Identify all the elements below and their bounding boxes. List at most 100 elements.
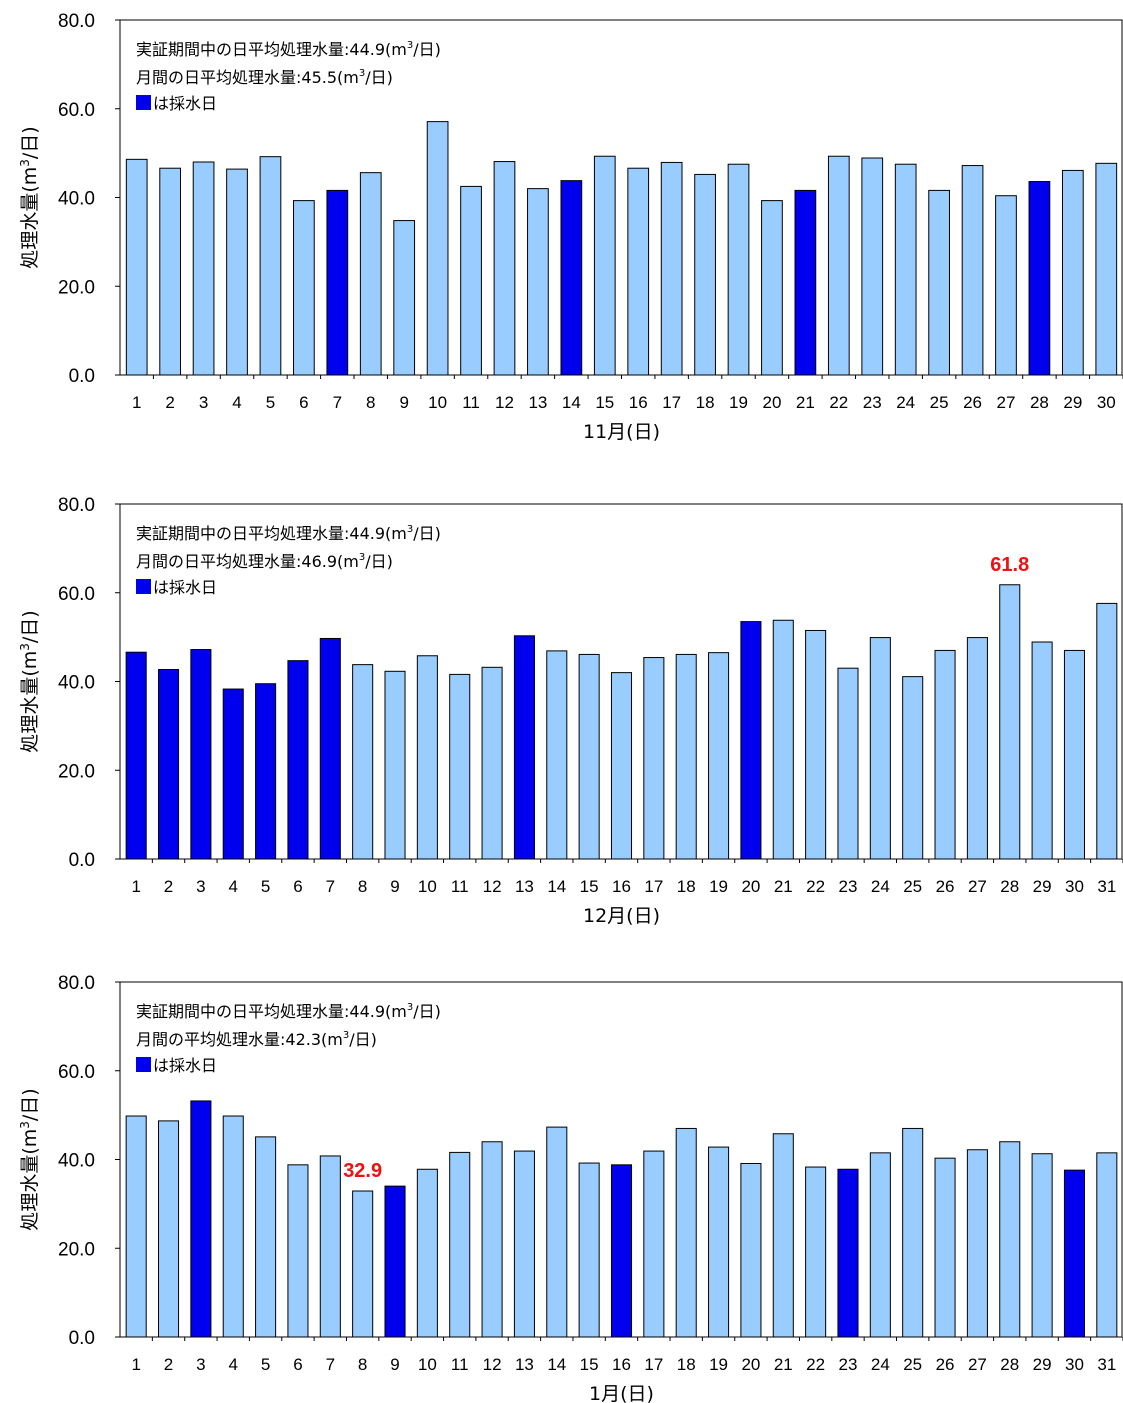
x-tick-label: 1 <box>132 393 141 412</box>
x-tick-label: 6 <box>293 877 302 896</box>
summary-annotation: 月間の日平均処理水量:46.9(m3/日) <box>136 552 393 571</box>
x-tick-label: 22 <box>806 877 825 896</box>
bar <box>192 161 215 376</box>
y-tick-label: 20.0 <box>58 1239 95 1260</box>
x-tick-label: 4 <box>232 393 241 412</box>
x-tick-label: 28 <box>1000 877 1019 896</box>
bar <box>527 188 549 376</box>
y-tick-label: 60.0 <box>58 584 95 605</box>
x-tick-label: 29 <box>1063 393 1082 412</box>
x-tick-label: 18 <box>696 393 715 412</box>
x-tick-label: 27 <box>968 1355 987 1374</box>
highlight-data-label: 32.9 <box>343 1160 382 1182</box>
x-tick-label: 18 <box>677 1355 696 1374</box>
x-tick-label: 2 <box>164 877 173 896</box>
y-tick-label: 20.0 <box>58 761 95 782</box>
bar <box>643 657 665 860</box>
bar-sampling-day <box>384 1185 406 1338</box>
x-tick-label: 24 <box>871 1355 890 1374</box>
bar-sampling-day <box>158 669 180 860</box>
bar <box>319 1155 341 1338</box>
bar <box>999 584 1021 860</box>
x-tick-label: 22 <box>806 1355 825 1374</box>
bar <box>578 1162 600 1338</box>
bar <box>426 121 449 376</box>
bar-sampling-day <box>287 660 309 860</box>
x-tick-label: 23 <box>863 393 882 412</box>
bar <box>643 1150 665 1338</box>
bar-sampling-day <box>794 189 817 376</box>
bar <box>158 1120 180 1338</box>
y-tick-label: 80.0 <box>58 11 95 32</box>
bar <box>416 655 438 860</box>
x-tick-label: 29 <box>1033 1355 1052 1374</box>
x-tick-label: 6 <box>293 1355 302 1374</box>
x-tick-label: 10 <box>418 1355 437 1374</box>
bar <box>293 200 315 376</box>
x-tick-label: 9 <box>390 877 399 896</box>
x-tick-label: 7 <box>326 877 335 896</box>
y-tick-label: 0.0 <box>69 366 95 387</box>
x-tick-label: 19 <box>729 393 748 412</box>
x-tick-label: 15 <box>580 877 599 896</box>
bar <box>610 672 633 860</box>
x-tick-label: 13 <box>528 393 547 412</box>
summary-annotation: 月間の平均処理水量:42.3(m3/日) <box>136 1030 377 1049</box>
x-tick-label: 13 <box>515 877 534 896</box>
x-tick-label: 21 <box>774 1355 793 1374</box>
x-tick-label: 17 <box>644 1355 663 1374</box>
bar <box>934 1157 956 1338</box>
bar <box>928 189 950 376</box>
x-tick-label: 21 <box>774 877 793 896</box>
bar <box>449 673 471 860</box>
x-tick-label: 5 <box>261 877 270 896</box>
bar <box>772 1133 794 1338</box>
x-tick-label: 11 <box>451 877 469 896</box>
x-tick-label: 25 <box>903 1355 922 1374</box>
x-tick-label: 25 <box>903 877 922 896</box>
x-tick-label: 6 <box>299 393 308 412</box>
x-tick-label: 4 <box>229 877 238 896</box>
legend-label: は採水日 <box>153 1056 217 1075</box>
bar-sampling-day <box>740 621 762 860</box>
summary-annotation: 実証期間中の日平均処理水量:44.9(m3/日) <box>136 524 441 543</box>
bar-sampling-day <box>837 1168 859 1338</box>
bar <box>902 1127 924 1338</box>
bar <box>772 619 794 860</box>
summary-annotation: 実証期間中の日平均処理水量:44.9(m3/日) <box>136 40 441 59</box>
x-tick-label: 28 <box>1000 1355 1019 1374</box>
x-tick-label: 22 <box>829 393 848 412</box>
x-axis-title: 11月(日) <box>583 421 660 441</box>
bar-sampling-day <box>560 180 583 376</box>
y-tick-label: 80.0 <box>58 973 95 994</box>
y-tick-label: 60.0 <box>58 100 95 121</box>
bar <box>894 163 917 376</box>
bar <box>999 1141 1021 1338</box>
bar <box>393 220 416 376</box>
bar <box>259 156 282 376</box>
x-tick-label: 26 <box>963 393 982 412</box>
x-tick-label: 14 <box>547 877 566 896</box>
bar-sampling-day <box>610 1164 633 1338</box>
bar-sampling-day <box>326 189 349 376</box>
x-tick-label: 17 <box>644 877 663 896</box>
x-tick-label: 14 <box>562 393 581 412</box>
legend-swatch-sampling-day <box>136 1057 151 1072</box>
bar <box>125 158 148 376</box>
bar <box>1095 162 1118 376</box>
x-tick-label: 12 <box>495 393 514 412</box>
y-tick-label: 40.0 <box>58 1151 95 1172</box>
y-axis-title: 処理水量(m3/日) <box>18 126 41 268</box>
x-tick-label: 28 <box>1030 393 1049 412</box>
bar <box>1031 1153 1053 1338</box>
bar <box>675 1127 697 1338</box>
bar <box>694 173 716 376</box>
bar <box>827 155 850 376</box>
x-tick-label: 5 <box>261 1355 270 1374</box>
bar-sampling-day <box>319 637 341 860</box>
y-tick-label: 80.0 <box>58 495 95 516</box>
x-tick-label: 15 <box>595 393 614 412</box>
x-tick-label: 16 <box>629 393 648 412</box>
x-tick-label: 14 <box>547 1355 566 1374</box>
bar <box>660 161 683 376</box>
